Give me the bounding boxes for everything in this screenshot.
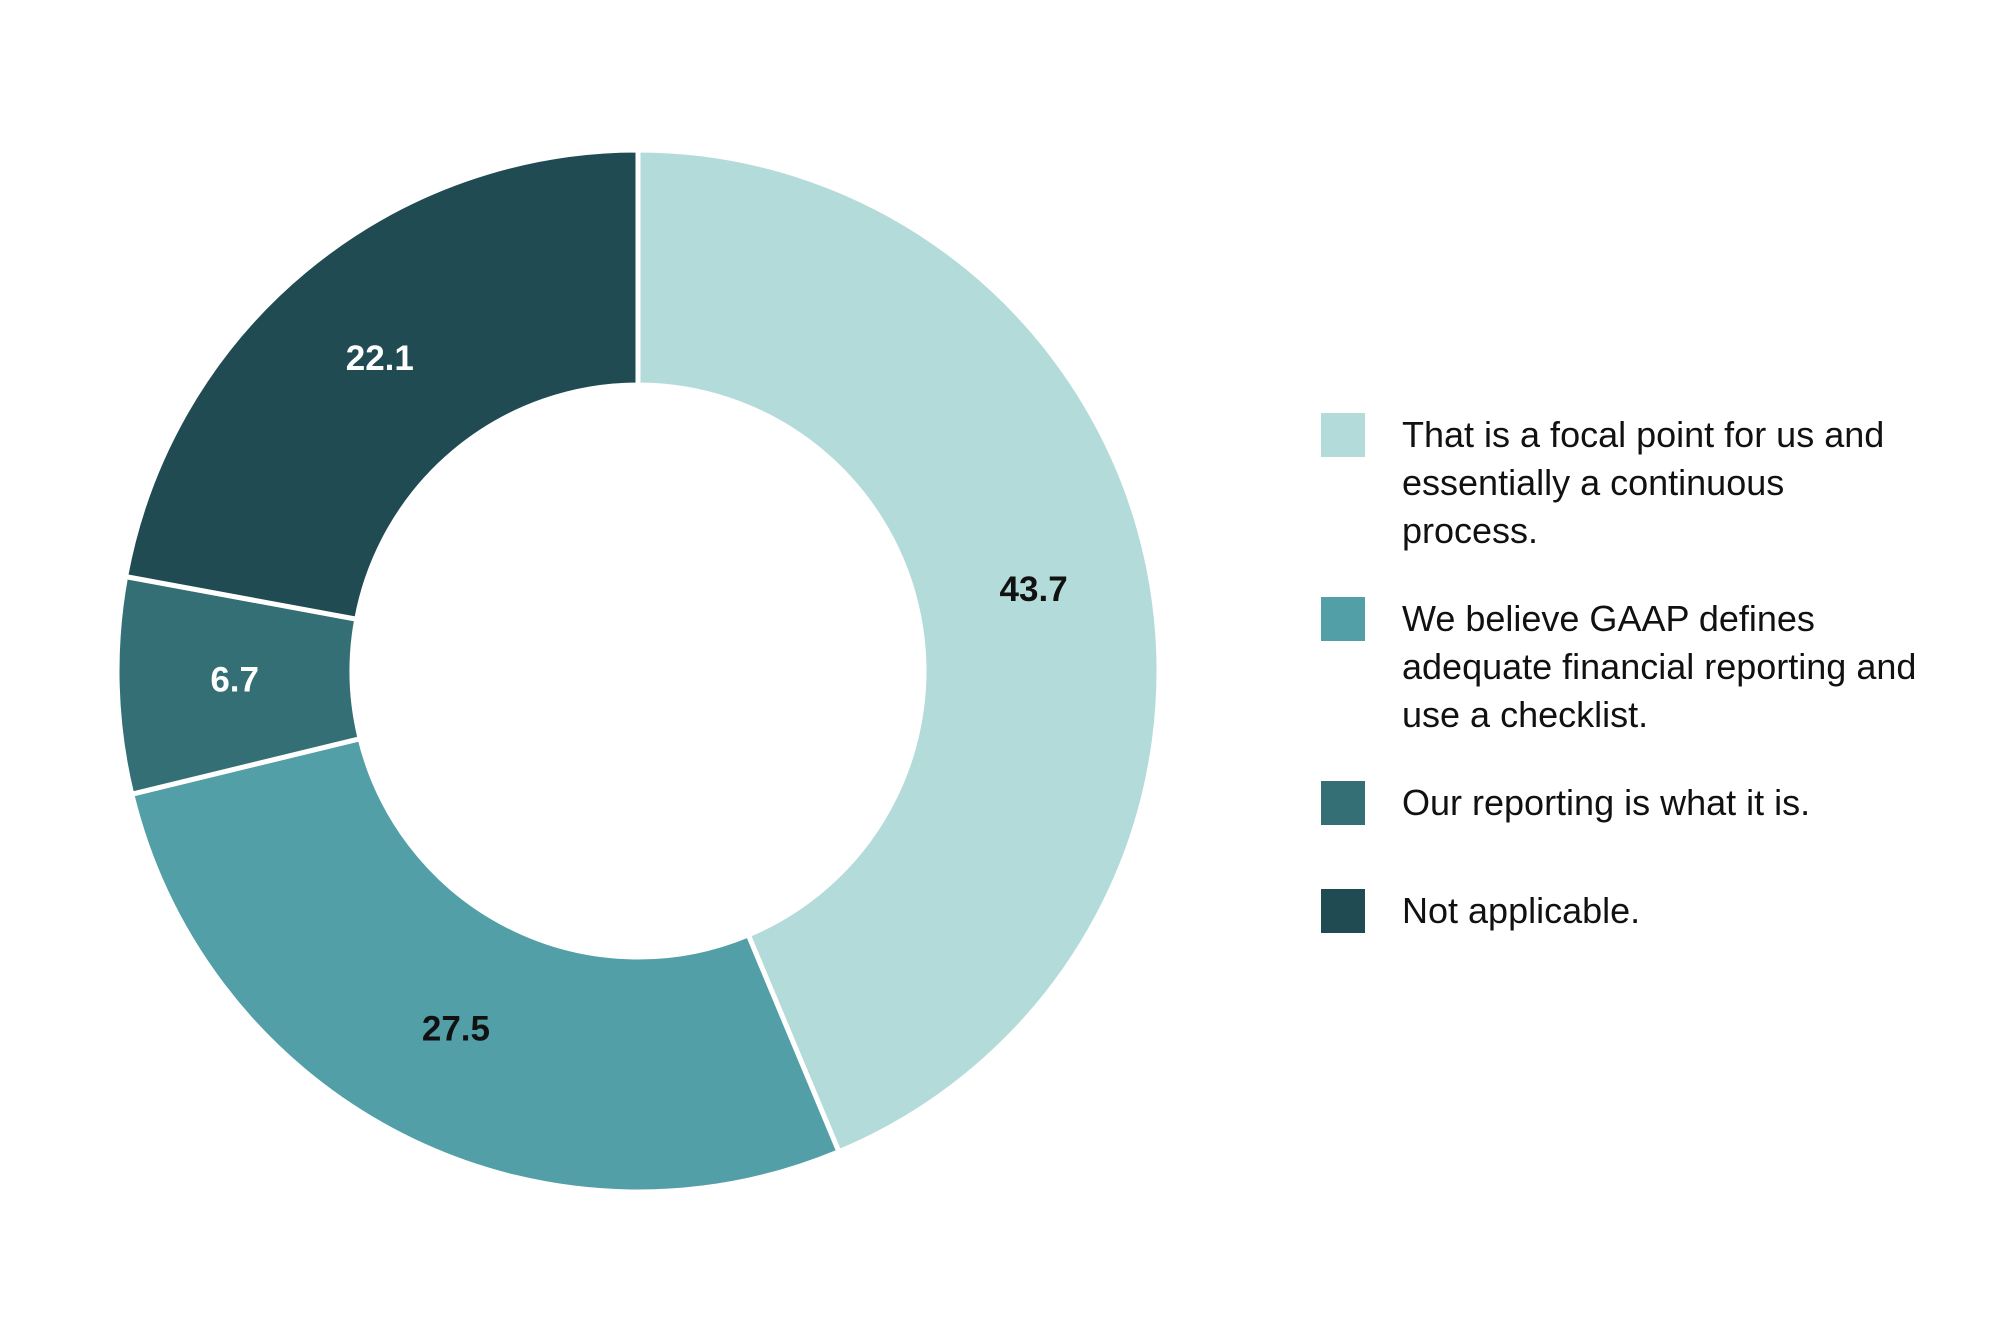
legend-swatch	[1321, 597, 1365, 641]
legend-item: Our reporting is what it is.	[1321, 779, 1961, 827]
legend-label: Not applicable.	[1402, 890, 1641, 931]
legend-swatch	[1321, 781, 1365, 825]
legend-swatch	[1321, 889, 1365, 933]
data-label: 43.7	[1000, 570, 1068, 609]
donut-segment	[635, 147, 1162, 1155]
data-label: 22.1	[346, 339, 414, 378]
legend-item: We believe GAAP defines adequate financi…	[1321, 595, 1961, 739]
data-label: 27.5	[422, 1009, 490, 1048]
legend-swatch	[1321, 413, 1365, 457]
legend-item: That is a focal point for us and essenti…	[1321, 411, 1961, 555]
donut-chart: 43.7 27.5 6.7 22.1	[117, 147, 1162, 1195]
legend-item: Not applicable.	[1321, 887, 1961, 935]
legend-label: That is a focal point for us and essenti…	[1402, 414, 1885, 551]
legend-label: Our reporting is what it is.	[1402, 782, 1811, 823]
donut-segment	[122, 147, 641, 623]
donut-segment	[128, 735, 843, 1195]
data-label: 6.7	[210, 661, 259, 700]
legend-label: We believe GAAP defines adequate financi…	[1402, 598, 1917, 735]
